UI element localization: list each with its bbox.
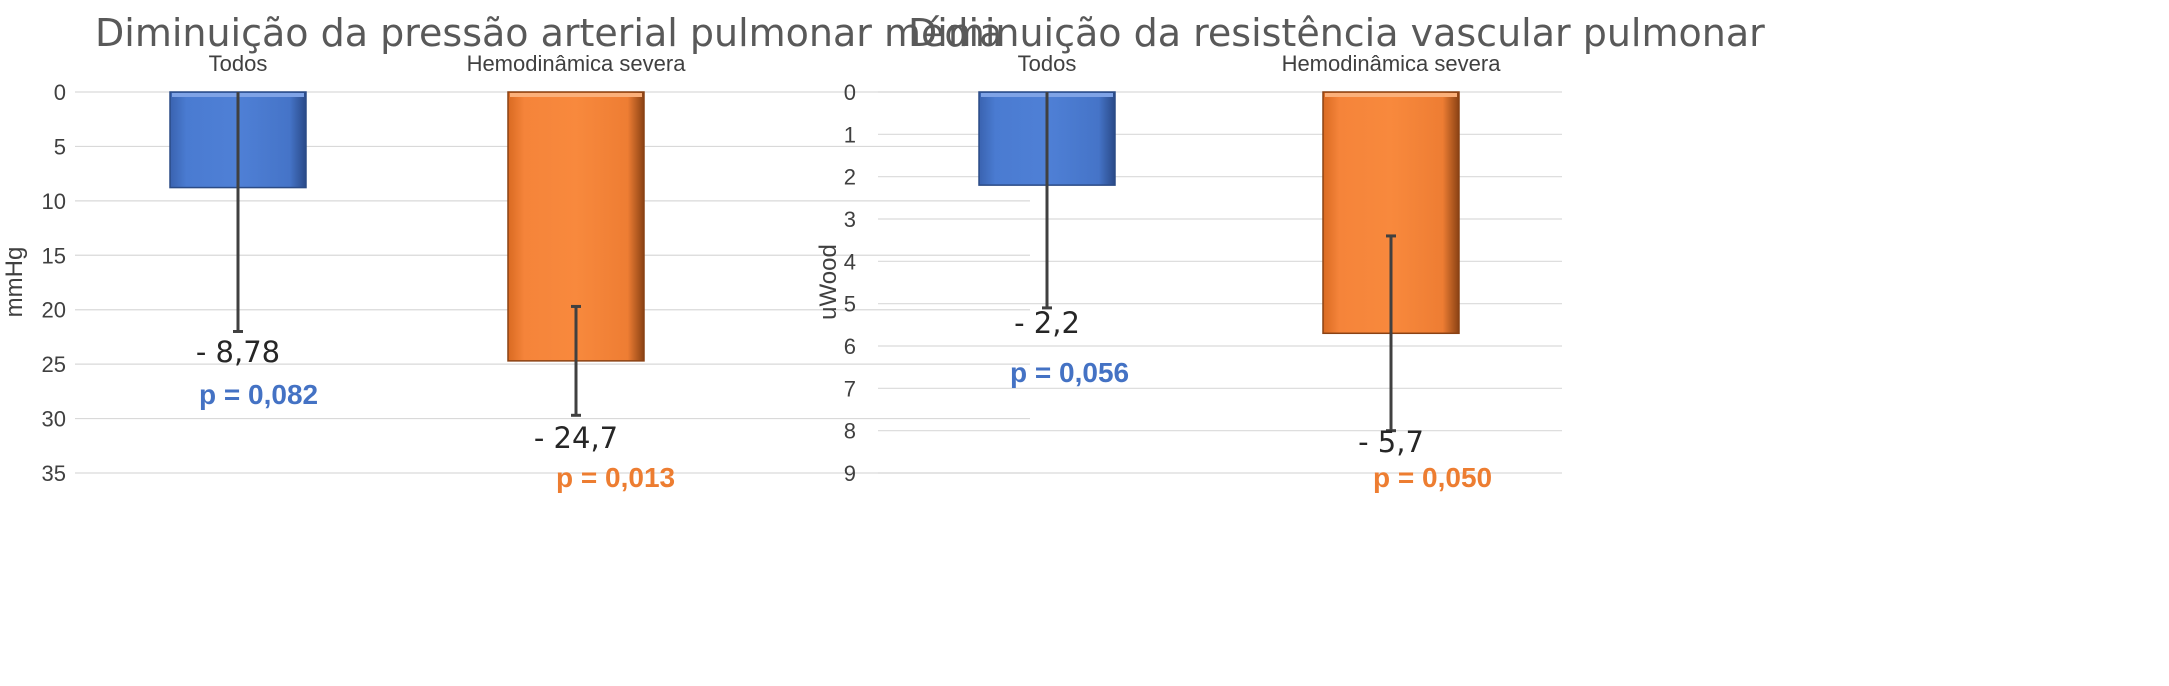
chart-title: Diminuição da pressão arterial pulmonar …: [95, 11, 1002, 55]
y-tick-label: 5: [54, 134, 66, 159]
chart-title: Diminuição da resistência vascular pulmo…: [908, 11, 1765, 55]
y-tick-label: 30: [42, 407, 66, 432]
data-label: - 5,7: [1358, 425, 1424, 459]
y-tick-label: 15: [42, 243, 66, 268]
error-bar: [571, 304, 581, 417]
p-value-label: p = 0,082: [199, 379, 318, 410]
data-label: - 8,78: [196, 335, 280, 369]
y-tick-label: 0: [54, 80, 66, 105]
y-tick-label: 2: [844, 165, 856, 190]
p-value-label: p = 0,050: [1373, 462, 1492, 493]
error-bar: [1386, 234, 1396, 433]
p-value-label: p = 0,056: [1010, 357, 1129, 388]
bar-highlight: [510, 93, 642, 97]
y-tick-label: 20: [42, 298, 66, 323]
y-tick-label: 3: [844, 207, 856, 232]
p-value-label: p = 0,013: [556, 462, 675, 493]
category-label: Todos: [209, 51, 268, 76]
y-tick-label: 7: [844, 376, 856, 401]
error-bar: [1042, 92, 1052, 310]
y-tick-label: 5: [844, 292, 856, 317]
category-label: Todos: [1018, 51, 1077, 76]
category-label: Hemodinâmica severa: [467, 51, 687, 76]
y-axis-label: mmHg: [1, 247, 28, 318]
data-label: - 24,7: [534, 421, 618, 455]
category-label: Hemodinâmica severa: [1282, 51, 1502, 76]
error-bar: [233, 92, 243, 333]
chart-1: Diminuição da pressão arterial pulmonar …: [1, 11, 1030, 493]
y-tick-label: 35: [42, 461, 66, 486]
y-tick-label: 4: [844, 249, 856, 274]
chart-2: Diminuição da resistência vascular pulmo…: [815, 11, 1765, 493]
y-tick-label: 10: [42, 189, 66, 214]
y-tick-label: 0: [844, 80, 856, 105]
y-tick-label: 1: [844, 122, 856, 147]
y-tick-label: 9: [844, 461, 856, 486]
data-label: - 2,2: [1014, 306, 1080, 340]
y-tick-label: 8: [844, 419, 856, 444]
y-axis-label: uWood: [815, 244, 842, 320]
bar-highlight: [1325, 93, 1457, 97]
y-tick-label: 25: [42, 352, 66, 377]
y-tick-label: 6: [844, 334, 856, 359]
